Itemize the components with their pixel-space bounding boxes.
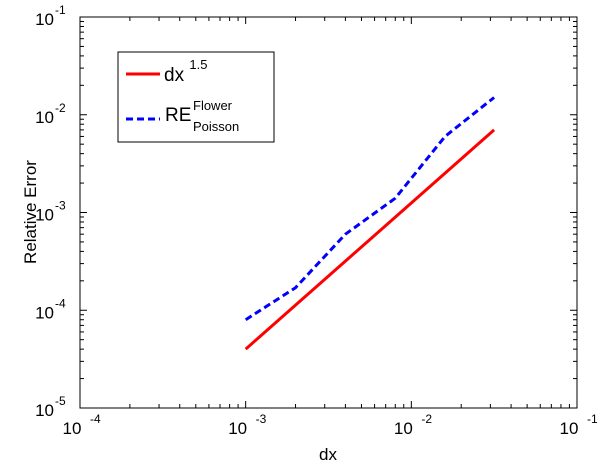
legend-label-re-sup: Flower bbox=[193, 98, 233, 113]
x-tick-label-exponent: -1 bbox=[587, 412, 598, 426]
legend-label-dx: dx 1.5 bbox=[164, 57, 207, 86]
y-tick-label-exponent: -1 bbox=[55, 3, 66, 17]
x-axis-label: dx bbox=[319, 445, 337, 464]
axis-ticks bbox=[79, 17, 578, 409]
legend-label-dx-sup: 1.5 bbox=[189, 57, 207, 72]
y-tick-label-exponent: -2 bbox=[55, 101, 66, 115]
y-tick-label-exponent: -3 bbox=[55, 199, 66, 213]
y-tick-label: 10 bbox=[35, 401, 54, 420]
x-tick-label: 10 bbox=[63, 419, 82, 438]
legend-box bbox=[117, 51, 275, 143]
x-tick-label-exponent: -4 bbox=[90, 412, 101, 426]
legend: dx 1.5 RE Flower Poisson bbox=[117, 51, 275, 143]
y-tick-label-exponent: -5 bbox=[55, 394, 66, 408]
series-line-1 bbox=[244, 96, 496, 321]
y-tick-label: 10 bbox=[35, 10, 54, 29]
legend-label-re: RE bbox=[165, 105, 191, 126]
x-tick-label-exponent: -3 bbox=[256, 412, 267, 426]
x-tick-label: 10 bbox=[394, 419, 413, 438]
x-tick-label-exponent: -2 bbox=[421, 412, 432, 426]
tick-labels: 10 -4 10 -3 10 -2 10 -110 -510 -410 -310 -210 -1 bbox=[35, 3, 598, 438]
x-tick-label: 10 bbox=[228, 419, 247, 438]
series-line-0 bbox=[244, 128, 496, 351]
y-tick-label-exponent: -4 bbox=[55, 296, 66, 310]
y-tick-label: 10 bbox=[35, 108, 54, 127]
x-tick-label: 10 bbox=[560, 419, 579, 438]
legend-label-re-sub: Poisson bbox=[193, 119, 239, 134]
y-tick-label: 10 bbox=[35, 303, 54, 322]
legend-label-dx-base: dx bbox=[164, 65, 185, 86]
y-axis-label: Relative Error bbox=[21, 160, 40, 264]
series-layer bbox=[244, 96, 496, 351]
y-tick-label: 10 bbox=[35, 206, 54, 225]
